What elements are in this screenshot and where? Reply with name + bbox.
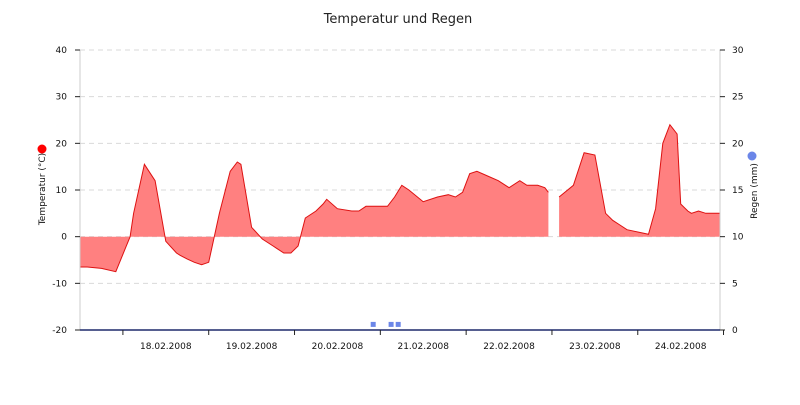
left-tick-label: -20 [52, 326, 67, 336]
left-axis-label: Temperatur (°C) [38, 153, 48, 226]
left-tick-label: 20 [56, 139, 68, 149]
left-axis-ticks: -20 -10 0 10 20 30 40 [52, 46, 80, 336]
right-tick-label: 25 [732, 93, 743, 103]
temperature-area [80, 162, 549, 272]
x-tick-label: 18.02.2008 [140, 342, 192, 352]
right-tick-label: 20 [732, 139, 744, 149]
x-tick-label: 23.02.2008 [569, 342, 621, 352]
right-tick-label: 0 [732, 326, 738, 336]
x-tick-label: 22.02.2008 [483, 342, 535, 352]
left-tick-label: 10 [56, 186, 68, 196]
x-tick-label: 20.02.2008 [312, 342, 364, 352]
chart-title: Temperatur und Regen [323, 12, 473, 27]
x-axis-ticks: 18.02.2008 19.02.2008 20.02.2008 21.02.2008… [122, 330, 725, 352]
rain-series-layer [370, 321, 401, 327]
right-axis-label: Regen (mm) [750, 163, 760, 219]
rain-legend-marker [747, 151, 757, 161]
x-tick-label: 19.02.2008 [226, 342, 278, 352]
x-tick-label: 24.02.2008 [655, 342, 707, 352]
right-tick-label: 15 [732, 186, 743, 196]
right-axis-ticks: 0 5 10 15 20 25 30 [720, 46, 744, 336]
right-tick-label: 10 [732, 233, 744, 243]
temperature-legend-marker [37, 144, 47, 154]
temperature-area [559, 124, 720, 237]
right-tick-label: 30 [732, 46, 744, 56]
left-tick-label: 40 [56, 46, 68, 56]
left-tick-label: 0 [61, 233, 67, 243]
temperature-area-layer [80, 123, 720, 273]
left-tick-label: -10 [52, 279, 67, 289]
left-tick-label: 30 [56, 93, 68, 103]
rain-point [370, 321, 376, 327]
x-tick-label: 21.02.2008 [397, 342, 449, 352]
temperature-line [558, 123, 720, 235]
temperature-line [80, 161, 549, 273]
rain-point [388, 321, 394, 327]
rain-point [395, 321, 401, 327]
right-tick-label: 5 [732, 279, 738, 289]
